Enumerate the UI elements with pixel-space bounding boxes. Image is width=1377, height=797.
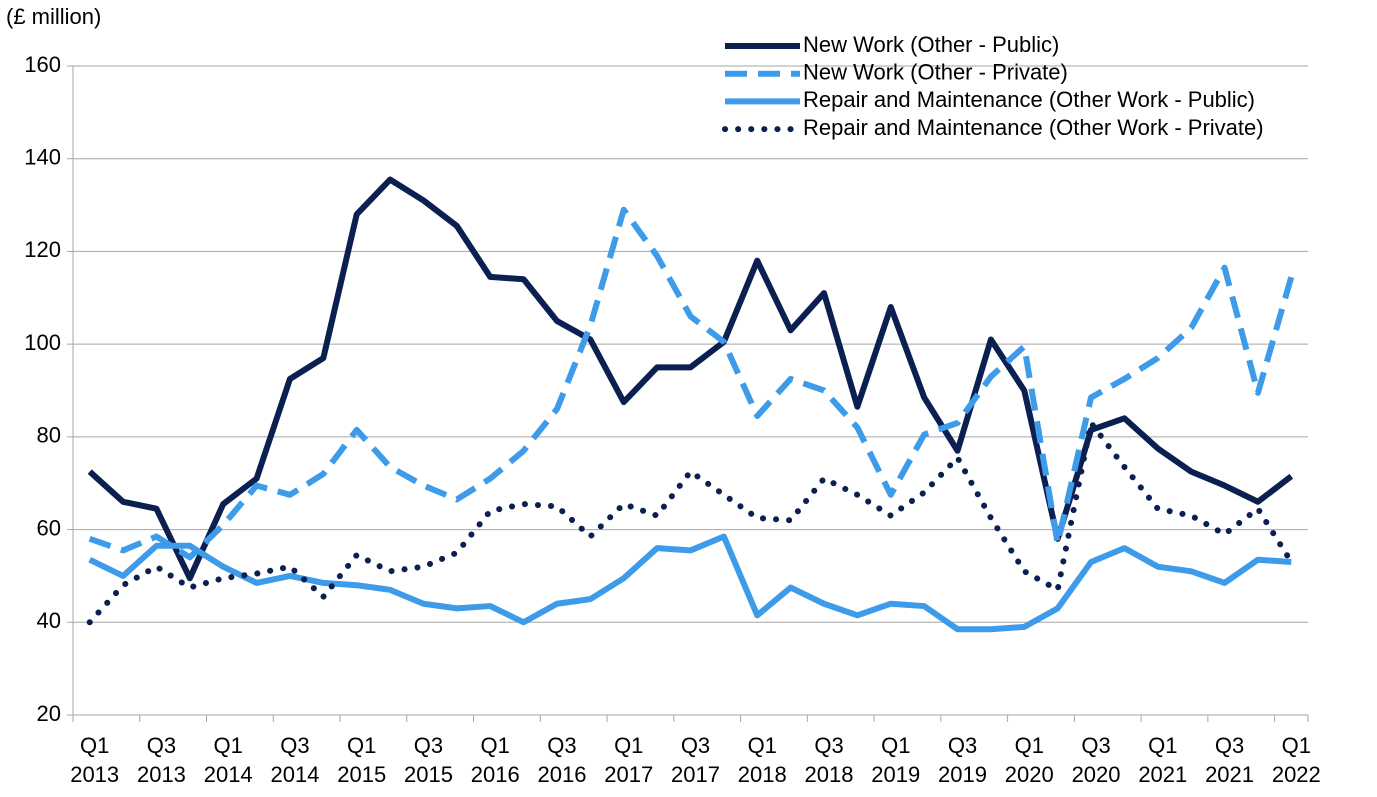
series-line [88,206,1295,561]
y-tick-label: 60 [37,515,61,540]
y-tick-label: 20 [37,701,61,726]
x-tick-label: Q3 2016 [538,733,587,787]
x-tick-label: Q1 2013 [70,733,119,787]
x-tick-label: Q1 2022 [1272,733,1321,787]
x-tick-label: Q1 2018 [738,733,787,787]
x-tick-label: Q1 2016 [471,733,520,787]
x-tick-label: Q1 2017 [604,733,653,787]
x-tick-label: Q1 2015 [337,733,386,787]
x-tick-label: Q3 2018 [805,733,854,787]
legend-label: Repair and Maintenance (Other Work - Pri… [803,115,1264,140]
y-tick-label: 40 [37,608,61,633]
y-tick-label: 100 [24,330,61,355]
legend-label: Repair and Maintenance (Other Work - Pub… [803,87,1255,112]
series-line [88,533,1292,633]
x-tick-label: Q3 2021 [1205,733,1254,787]
y-axis-label: (£ million) [6,4,101,29]
legend-label: New Work (Other - Public) [803,32,1059,57]
x-tick-label: Q3 2014 [270,733,319,787]
x-tick-label: Q3 2017 [671,733,720,787]
x-tick-label: Q1 2014 [204,733,253,787]
series-line [86,419,1295,626]
y-tick-label: 140 [24,145,61,170]
x-tick-label: Q3 2019 [938,733,987,787]
series-line [87,176,1294,582]
y-tick-label: 80 [37,423,61,448]
x-tick-label: Q1 2020 [1005,733,1054,787]
x-tick-label: Q1 2021 [1138,733,1187,787]
x-tick-label: Q3 2020 [1072,733,1121,787]
y-tick-label: 160 [24,52,61,77]
x-tick-label: Q3 2013 [137,733,186,787]
x-tick-label: Q3 2015 [404,733,453,787]
y-tick-label: 120 [24,237,61,262]
x-tick-label: Q1 2019 [871,733,920,787]
legend-label: New Work (Other - Private) [803,60,1068,85]
